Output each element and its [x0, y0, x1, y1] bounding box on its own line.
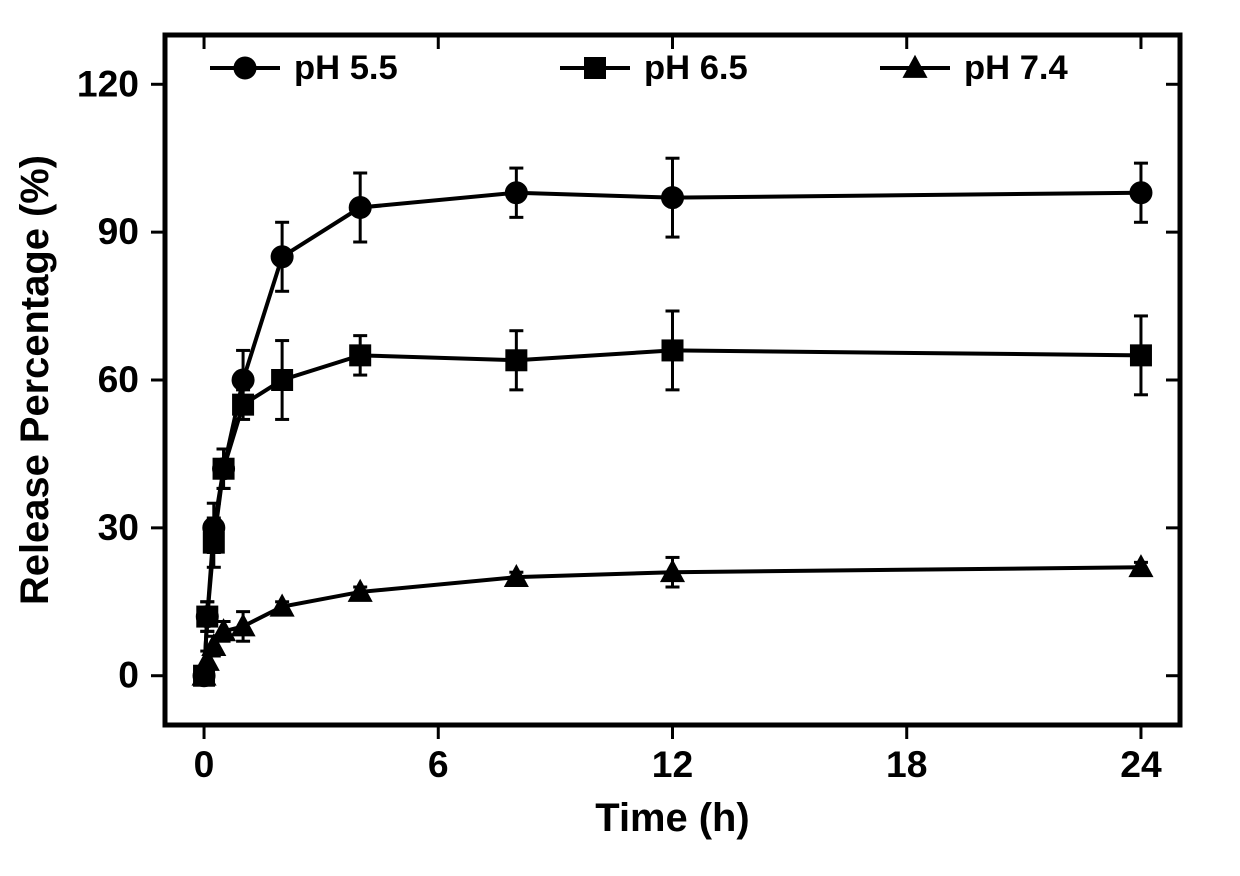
plot-group: [191, 158, 1153, 687]
marker-square: [662, 339, 684, 361]
legend-label: pH 6.5: [644, 49, 748, 87]
marker-square: [232, 394, 254, 416]
marker-circle: [662, 187, 684, 209]
x-tick-label: 0: [194, 743, 215, 785]
marker-square: [213, 458, 235, 480]
legend-item-2: pH 7.4: [880, 49, 1069, 87]
x-tick-label: 12: [652, 743, 693, 785]
x-tick-label: 18: [886, 743, 927, 785]
chart-container: 0 6 12 18 24 0 30 60 90 120 Time (h) Release Percen…: [0, 0, 1240, 876]
marker-square: [271, 369, 293, 391]
marker-square: [203, 532, 225, 554]
marker-square: [584, 57, 606, 79]
x-axis-title: Time (h): [595, 796, 749, 840]
marker-circle: [271, 246, 293, 268]
y-axis-title: Release Percentage (%): [13, 155, 57, 605]
marker-circle: [232, 369, 254, 391]
y-tick-label: 60: [98, 358, 139, 400]
series-0: [193, 158, 1152, 687]
legend-item-0: pH 5.5: [210, 49, 398, 87]
series-line: [204, 193, 1141, 676]
marker-square: [1130, 344, 1152, 366]
release-percentage-chart: 0 6 12 18 24 0 30 60 90 120 Time (h) Release Percen…: [0, 0, 1240, 876]
legend-item-1: pH 6.5: [560, 49, 748, 87]
marker-square: [505, 349, 527, 371]
series-1: [193, 311, 1152, 687]
y-tick-label: 120: [77, 62, 139, 104]
marker-circle: [1130, 182, 1152, 204]
x-tick-label: 6: [428, 743, 449, 785]
marker-square: [196, 606, 218, 628]
y-tick-label: 30: [98, 506, 139, 548]
marker-circle: [234, 57, 256, 79]
marker-triangle: [231, 613, 256, 636]
marker-square: [349, 344, 371, 366]
x-tick-label: 24: [1120, 743, 1162, 785]
legend-label: pH 7.4: [964, 49, 1069, 87]
y-tick-label: 90: [98, 210, 139, 252]
legend-label: pH 5.5: [294, 49, 398, 87]
marker-circle: [505, 182, 527, 204]
series-2: [191, 554, 1153, 686]
series-line: [204, 350, 1141, 675]
marker-circle: [349, 197, 371, 219]
y-tick-label: 0: [118, 654, 139, 696]
